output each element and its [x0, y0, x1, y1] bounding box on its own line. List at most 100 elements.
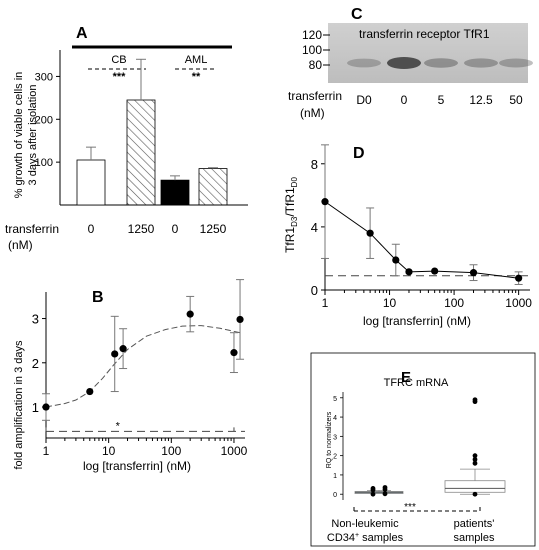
- panel-a-x-tick-label: 1250: [200, 222, 227, 236]
- x-tick-label: 1000: [505, 296, 532, 310]
- y-tick-label: 1: [32, 400, 39, 415]
- box-outlier: [472, 457, 478, 462]
- group-label: AML: [185, 54, 208, 66]
- panel-letter-a: A: [76, 25, 88, 42]
- box-outlier: [382, 485, 388, 490]
- data-point: [515, 274, 523, 282]
- panel-a-x-tick-label: 0: [88, 222, 95, 236]
- panel-a-axes: 300 200 100 CB *** AML **: [35, 45, 248, 206]
- x-tick-label: 1000: [221, 444, 248, 458]
- panel-d: D TfR1D3/TfR1D0 0 4 8 1 10 100 1000 log [trans…: [283, 144, 532, 328]
- data-point: [119, 345, 127, 353]
- x-tick-label: 10: [102, 444, 116, 458]
- box-outlier: [370, 486, 376, 491]
- panel-a-x-tick-label: 1250: [128, 222, 155, 236]
- blot-band: [499, 58, 533, 68]
- data-point: [186, 310, 194, 318]
- panel-e-title: TFRC mRNA: [384, 377, 449, 389]
- panel-d-xlabel: log [transferrin] (nM): [363, 314, 471, 328]
- panel-e-plot: 0 1 2 3 4 5 ***: [333, 392, 506, 513]
- y-tick-label: 0: [333, 492, 337, 499]
- panel-letter-e: E: [401, 369, 411, 386]
- x-tick-label: 1: [322, 296, 329, 310]
- panel-a-y-tick-label: 100: [35, 157, 53, 169]
- panel-d-ylabel-sub2: D0: [290, 177, 299, 188]
- panel-letter-d: D: [353, 145, 365, 162]
- panel-d-ylabel: TfR1D3/TfR1D0: [283, 177, 299, 253]
- data-point: [111, 350, 119, 358]
- box-outlier: [472, 491, 478, 497]
- panel-d-ylabel-main: TfR1: [283, 227, 297, 253]
- panel-a-ylabel-line2: 3 days after isolation: [27, 85, 39, 186]
- significance-stars: ***: [113, 71, 127, 83]
- x-tick-label: 10: [383, 296, 397, 310]
- panel-e-ylabel: RQ to normalizers: [326, 411, 333, 468]
- x-tick-label: 100: [161, 444, 181, 458]
- data-point: [230, 349, 238, 357]
- significance-stars: **: [192, 71, 201, 83]
- panel-a-xlabel-unit: (nM): [8, 238, 33, 252]
- western-blot-bands: [347, 57, 533, 69]
- blot-lane-label: 50: [509, 93, 523, 107]
- panel-letter-b: B: [92, 289, 104, 306]
- blot-lane-label: D0: [356, 93, 372, 107]
- box-outlier: [472, 397, 478, 403]
- group-label: CB: [111, 54, 126, 66]
- panel-a-xlabel: transferrin: [5, 222, 59, 236]
- blot-band: [464, 58, 498, 68]
- box: [444, 480, 506, 493]
- y-tick-label: 4: [333, 415, 337, 422]
- mw-marker-label: 120: [302, 28, 322, 42]
- blot-band: [387, 57, 421, 69]
- box-label-line2-1: samples: [454, 532, 495, 544]
- blot-lane-label: 12.5: [469, 93, 493, 107]
- western-blot-lane-unit: (nM): [300, 106, 325, 120]
- box-outlier: [472, 460, 478, 466]
- western-blot-lane-labels: D0 0 5 12.5 50: [356, 93, 523, 107]
- western-blot-image: [328, 23, 528, 83]
- significance-star: *: [116, 420, 121, 432]
- panel-a-y-tick-label: 200: [35, 114, 53, 126]
- blot-band: [424, 58, 458, 68]
- box-label-line1-1: patients': [454, 518, 495, 530]
- fit-curve: [45, 325, 241, 408]
- panel-a-x-tick-label: 0: [172, 222, 179, 236]
- bar: [160, 179, 190, 206]
- data-point: [42, 403, 50, 411]
- panel-a-y-tick-label: 300: [35, 71, 53, 83]
- x-tick-label: 100: [444, 296, 464, 310]
- data-point: [86, 387, 94, 396]
- data-point: [431, 267, 439, 275]
- y-tick-label: 0: [311, 283, 318, 298]
- box-label-rest: samples: [359, 532, 404, 544]
- significance-stars: ***: [404, 502, 416, 513]
- blot-lane-label: 5: [438, 93, 445, 107]
- box-outlier: [382, 491, 388, 497]
- mw-marker-label: 100: [302, 43, 322, 57]
- y-tick-label: 3: [333, 434, 337, 441]
- data-point: [236, 315, 244, 324]
- panel-a-ylabel: % growth of viable cells in 3 days after…: [13, 72, 39, 199]
- box-outlier: [472, 453, 478, 459]
- panel-a-bars: 0 1250 0 1250: [76, 58, 228, 236]
- panel-e: E TFRC mRNA RQ to normalizers 012345*** …: [310, 352, 536, 547]
- panel-b-plot: 1 2 3 1 10 100 1000 *: [32, 279, 248, 458]
- y-tick-label: 5: [333, 396, 337, 403]
- data-point: [405, 268, 413, 276]
- panel-d-ylabel-sub1: D3: [290, 216, 299, 227]
- y-tick-label: 4: [311, 220, 318, 235]
- y-tick-label: 2: [333, 454, 337, 461]
- blot-band: [347, 58, 381, 68]
- box-label-sup: +: [355, 532, 359, 539]
- box-label-line2-0: CD34+ samples: [327, 532, 404, 544]
- panel-e-frame: [310, 352, 536, 547]
- box-label-line1-0: Non-leukemic: [331, 518, 399, 530]
- y-tick-label: 2: [32, 356, 39, 371]
- data-point: [366, 229, 374, 237]
- blot-lane-label: 0: [401, 93, 408, 107]
- panel-a-ylabel-line1: % growth of viable cells in: [13, 72, 25, 199]
- mw-marker-label: 80: [309, 58, 323, 72]
- x-tick-label: 1: [43, 444, 50, 458]
